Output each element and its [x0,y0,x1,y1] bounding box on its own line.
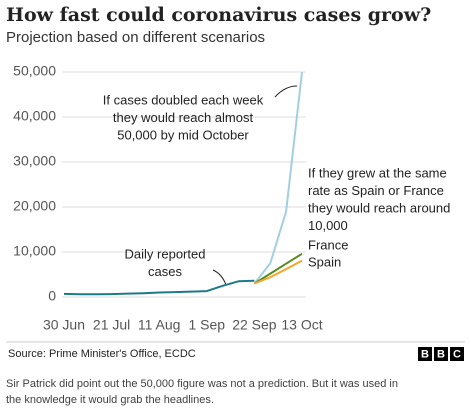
annotation: they would reach almost [113,110,254,125]
y-tick-label: 30,000 [13,153,56,169]
y-tick-label: 50,000 [13,63,56,79]
annotation: cases [148,264,182,279]
annotation: rate as Spain or France [308,183,444,198]
leader-line [212,269,227,286]
caption: Sir Patrick did point out the 50,000 fig… [6,378,398,390]
series-label: Spain [308,254,341,269]
logo-letter: B [421,348,429,360]
logo-box [418,347,432,361]
series-line [254,259,303,285]
annotation: 10,000 [308,218,348,233]
x-tick-label: 30 Jun [43,317,85,333]
y-tick-label: 20,000 [13,198,56,214]
x-tick-label: 13 Oct [281,317,322,333]
chart-subtitle: Projection based on different scenarios [6,29,265,46]
annotation: they would reach around [308,200,450,215]
logo-letter: B [437,348,445,360]
x-tick-label: 1 Sep [189,317,226,333]
series-line [253,252,303,285]
leader-line [274,85,298,98]
series-line [253,71,303,285]
chart-title: How fast could coronavirus cases grow? [6,4,431,26]
annotation: 50,000 by mid October [117,127,249,142]
logo-letter: C [453,348,461,360]
x-tick-label: 21 Jul [93,317,130,333]
source: Source: Prime Minister's Office, ECDC [8,348,196,360]
y-tick-label: 10,000 [13,243,56,259]
y-tick-label: 0 [48,288,56,304]
logo-box [450,347,464,361]
annotation: If they grew at the same [308,165,447,180]
x-tick-label: 11 Aug [138,317,181,333]
annotation: Daily reported [125,246,206,261]
logo-box [434,347,448,361]
annotation: If cases doubled each week [103,92,264,107]
caption: the knowledge it would grab the headline… [6,394,214,406]
x-tick-label: 22 Sep [232,317,277,333]
series-label: France [308,237,348,252]
y-tick-label: 40,000 [13,108,56,124]
series-line [63,279,255,296]
